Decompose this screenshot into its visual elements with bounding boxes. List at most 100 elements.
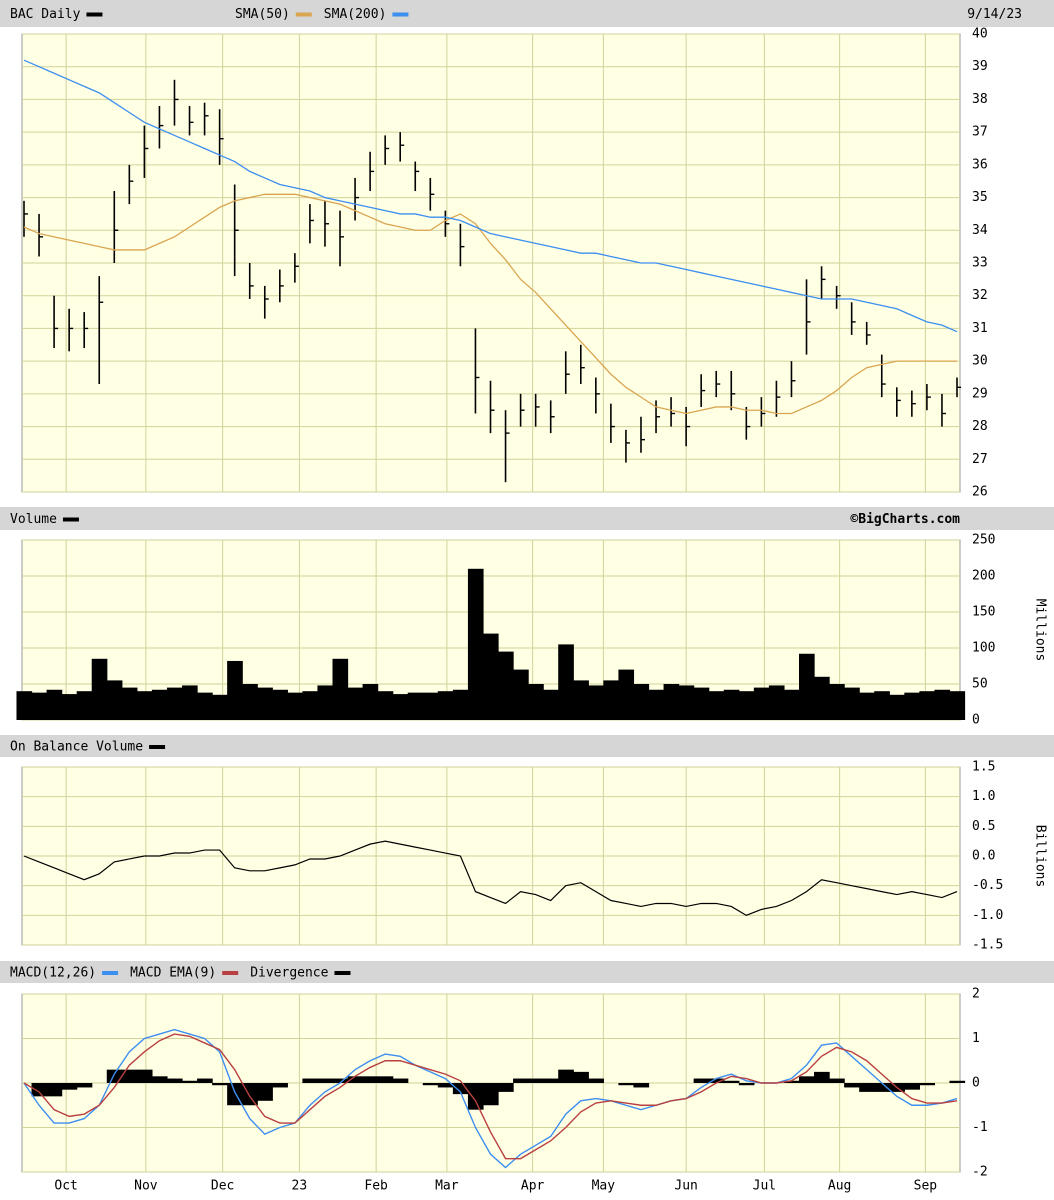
volume-bar <box>362 684 379 720</box>
x-tick-label: Dec <box>211 1179 234 1194</box>
volume-bar <box>904 692 920 720</box>
divergence-bar <box>212 1083 228 1086</box>
volume-bar <box>889 694 905 720</box>
x-tick-label: Jul <box>753 1179 776 1194</box>
legend-label: SMA(50) <box>235 7 290 22</box>
y-axis-label: Billions <box>1033 825 1048 888</box>
divergence-bar <box>783 1080 800 1083</box>
legend-swatch <box>334 971 351 975</box>
volume-bar <box>76 691 93 720</box>
panel-header <box>0 507 1054 530</box>
divergence-bar <box>257 1083 273 1101</box>
series-line <box>23 840 958 916</box>
divergence-bar <box>708 1078 725 1083</box>
volume-bar <box>934 689 951 720</box>
divergence-bar <box>377 1076 394 1083</box>
volume-bar <box>558 644 574 720</box>
y-tick-label: 0 <box>972 713 980 728</box>
volume-bar <box>708 691 725 720</box>
legend-label: MACD(12,26) <box>10 966 96 981</box>
source-credit: ©BigCharts.com <box>850 512 960 527</box>
y-tick-label: 36 <box>972 157 988 172</box>
divergence-bar <box>392 1078 409 1083</box>
panel-title: BAC Daily <box>10 7 81 22</box>
y-tick-label: -0.5 <box>972 878 1003 893</box>
y-tick-label: 29 <box>972 386 988 401</box>
volume-bar <box>482 633 499 720</box>
divergence-bar <box>949 1080 966 1083</box>
divergence-bar <box>528 1078 544 1083</box>
series-line <box>23 193 957 415</box>
volume-bar <box>633 684 650 720</box>
y-tick-label: 30 <box>972 354 988 369</box>
volume-bar <box>227 660 243 720</box>
divergence-bar <box>738 1083 755 1086</box>
volume-bar <box>197 692 213 720</box>
volume-bar <box>182 685 198 720</box>
volume-bar <box>287 692 303 720</box>
divergence-bar <box>844 1083 860 1088</box>
divergence-bar <box>332 1078 349 1083</box>
y-tick-label: 0 <box>972 1076 980 1091</box>
y-tick-label: 31 <box>972 321 988 336</box>
volume-bar <box>783 689 800 720</box>
x-tick-label: 23 <box>292 1179 308 1194</box>
divergence-bar <box>798 1076 815 1083</box>
chart-date: 9/14/23 <box>967 7 1022 22</box>
x-tick-label: Mar <box>435 1179 459 1194</box>
legend-label: SMA(200) <box>324 7 387 22</box>
volume-bar <box>573 680 589 720</box>
volume-bar <box>121 687 138 720</box>
y-tick-label: 33 <box>972 256 988 271</box>
volume-bar <box>437 691 454 720</box>
y-tick-label: 38 <box>972 92 988 107</box>
divergence-bar <box>76 1083 93 1088</box>
volume-bar <box>753 687 770 720</box>
y-tick-label: 37 <box>972 125 988 140</box>
volume-bar <box>257 687 273 720</box>
volume-bar <box>768 685 785 720</box>
x-tick-label: Aug <box>828 1179 851 1194</box>
legend-swatch <box>222 971 239 975</box>
volume-bar <box>949 691 966 720</box>
volume-bar <box>738 691 755 720</box>
divergence-bar <box>693 1078 710 1083</box>
volume-bar <box>407 692 424 720</box>
divergence-bar <box>151 1076 168 1083</box>
divergence-bar <box>618 1083 635 1086</box>
volume-bar <box>588 685 604 720</box>
volume-bar <box>528 684 544 720</box>
volume-bar <box>919 691 936 720</box>
y-tick-label: 1.0 <box>972 789 995 804</box>
divergence-bar <box>437 1083 454 1088</box>
volume-bar <box>272 689 288 720</box>
volume-bar <box>452 689 469 720</box>
divergence-bar <box>919 1083 936 1086</box>
volume-bar <box>663 684 680 720</box>
divergence-bar <box>121 1069 138 1083</box>
volume-bar <box>829 684 845 720</box>
series-line <box>23 59 958 333</box>
divergence-bar <box>573 1071 589 1083</box>
volume-bar <box>332 658 349 720</box>
volume-bar <box>648 689 665 720</box>
divergence-bar <box>633 1083 650 1088</box>
volume-bar <box>136 691 153 720</box>
volume-bar <box>678 685 695 720</box>
divergence-bar <box>482 1083 499 1106</box>
divergence-bar <box>422 1083 439 1086</box>
volume-bar <box>603 680 620 720</box>
volume-bar <box>31 692 48 720</box>
volume-bar <box>844 687 860 720</box>
y-tick-label: 50 <box>972 677 988 692</box>
y-tick-label: 28 <box>972 419 988 434</box>
volume-bar <box>317 685 334 720</box>
volume-bar <box>106 680 123 720</box>
volume-bar <box>874 691 890 720</box>
y-tick-label: 150 <box>972 605 995 620</box>
volume-bar <box>618 669 635 720</box>
panel-header <box>0 0 1054 27</box>
volume-bar <box>377 691 394 720</box>
